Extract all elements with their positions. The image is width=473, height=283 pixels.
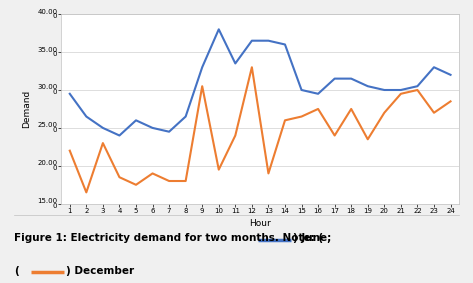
Text: ) June;: ) June;: [293, 233, 332, 243]
Text: ) December: ) December: [66, 266, 134, 276]
Y-axis label: Demand: Demand: [23, 90, 32, 128]
Text: Figure 1: Electricity demand for two months. Note: (: Figure 1: Electricity demand for two mon…: [14, 233, 324, 243]
Text: (: (: [14, 266, 19, 276]
X-axis label: Hour: Hour: [249, 220, 271, 228]
